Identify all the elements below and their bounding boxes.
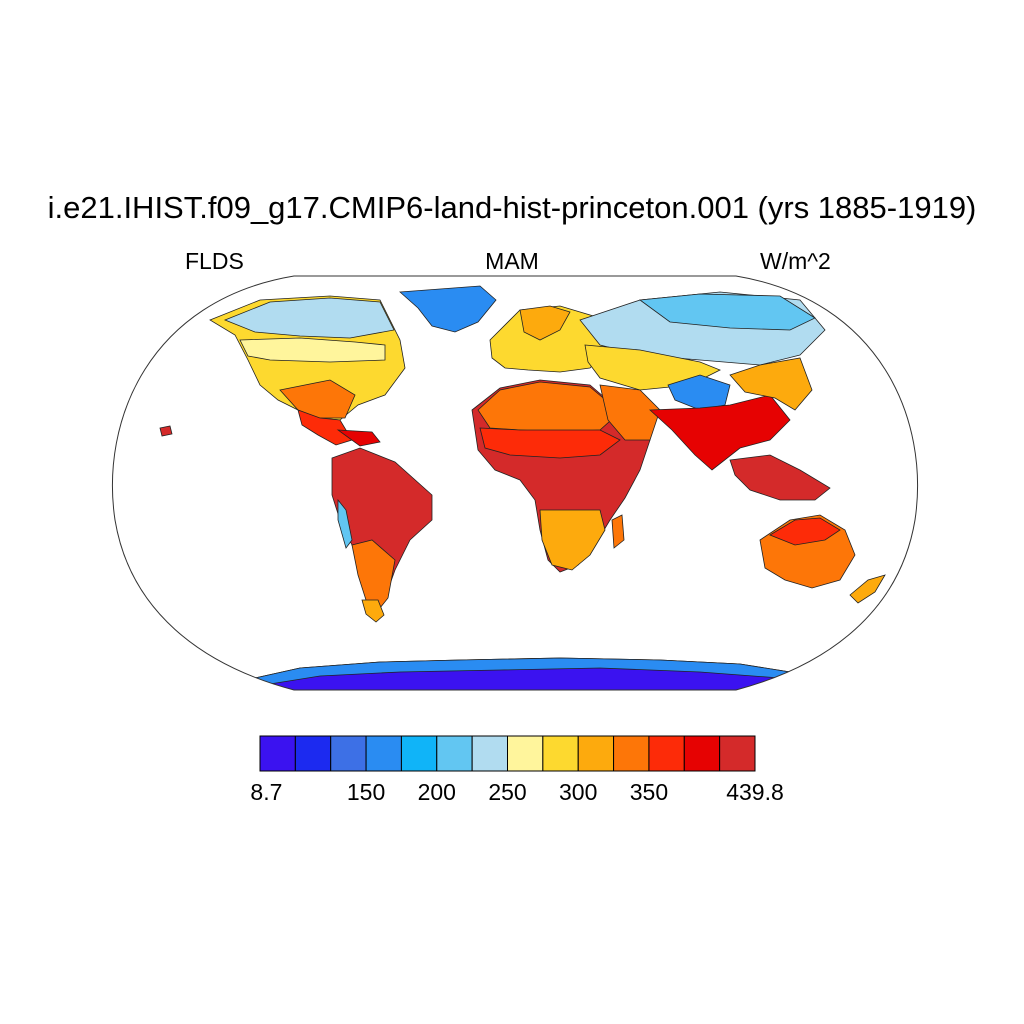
colorbar-tick-label: 250 xyxy=(488,779,526,805)
south-america-tip xyxy=(361,599,385,623)
colorbar-swatch xyxy=(436,735,473,772)
southern-africa-region xyxy=(539,509,606,571)
caribbean-region xyxy=(336,429,381,447)
hawaii-island xyxy=(159,425,173,437)
east-asia-region xyxy=(729,357,813,411)
sahel-region xyxy=(479,427,621,459)
tibet-region xyxy=(667,374,731,411)
colorbar-tick-label: 439.8 xyxy=(726,779,784,805)
australia-north xyxy=(769,517,841,546)
central-america-region xyxy=(297,409,353,446)
colorbar-swatch xyxy=(294,735,332,772)
colorbar-swatch xyxy=(577,735,615,772)
colorbar-tick-label: 78.7 xyxy=(250,779,282,805)
variable-label: FLDS xyxy=(185,248,244,274)
north-america-north xyxy=(239,337,386,363)
colorbar-swatch xyxy=(719,735,756,772)
greenland-region xyxy=(399,285,497,333)
season-label: MAM xyxy=(485,248,539,274)
colorbar-swatch xyxy=(400,735,438,772)
globe-outline xyxy=(111,275,919,691)
colorbar-swatch xyxy=(683,735,721,772)
colorbar: 78.7 150 200 250 300 350 439.8 xyxy=(250,735,784,805)
southeast-asia-islands xyxy=(729,454,831,501)
siberia-region xyxy=(638,293,816,331)
colorbar-swatch xyxy=(259,735,296,772)
colorbar-swatch xyxy=(613,735,650,772)
south-asia-region xyxy=(649,394,791,471)
colorbar-tick-label: 150 xyxy=(347,779,385,805)
middle-east-region xyxy=(599,384,661,441)
new-zealand-region xyxy=(849,574,886,604)
colorbar-swatch xyxy=(542,735,579,772)
north-america-arctic xyxy=(223,297,395,339)
scandinavia-region xyxy=(519,305,571,341)
colorbar-swatch xyxy=(507,735,544,772)
colorbar-swatch xyxy=(330,735,367,772)
map-title: i.e21.IHIST.f09_g17.CMIP6-land-hist-prin… xyxy=(47,190,977,225)
colorbar-tick-label: 300 xyxy=(559,779,597,805)
colorbar-tick-label: 350 xyxy=(630,779,668,805)
colorbar-swatch xyxy=(648,735,685,772)
colorbar-tick-label: 200 xyxy=(418,779,456,805)
units-label: W/m^2 xyxy=(760,248,831,274)
colorbar-swatch xyxy=(471,735,508,772)
andes-region xyxy=(337,498,353,549)
madagascar-region xyxy=(611,514,625,549)
colorbar-swatch xyxy=(365,735,402,772)
world-map xyxy=(111,275,919,691)
